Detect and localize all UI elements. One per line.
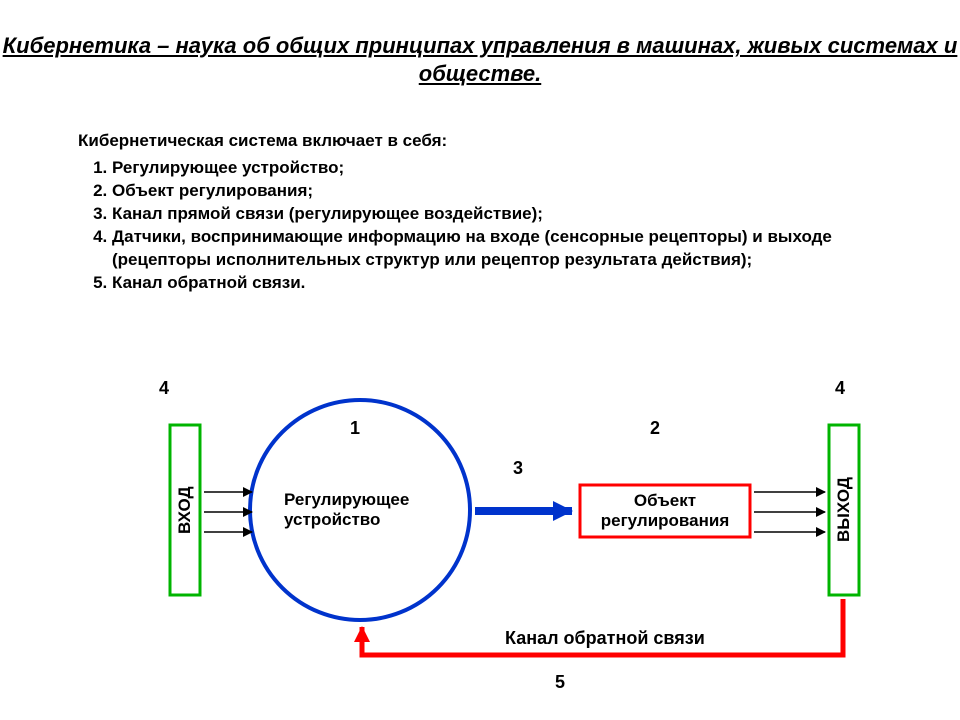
label-4-output: 4 (835, 378, 845, 399)
label-5: 5 (555, 672, 565, 693)
feedback-channel-label: Канал обратной связи (505, 628, 705, 649)
diagram-svg (0, 0, 960, 720)
regulator-node-label: Регулирующее устройство (284, 490, 444, 530)
label-4-input: 4 (159, 378, 169, 399)
output-node-label: ВЫХОД (834, 467, 854, 553)
label-2: 2 (650, 418, 660, 439)
object-node-label: Объект регулирования (584, 491, 746, 531)
cybernetic-diagram: ВХОД ВЫХОД Регулирующее устройство Объек… (0, 0, 960, 720)
input-node-label: ВХОД (175, 475, 195, 545)
label-3: 3 (513, 458, 523, 479)
label-1: 1 (350, 418, 360, 439)
